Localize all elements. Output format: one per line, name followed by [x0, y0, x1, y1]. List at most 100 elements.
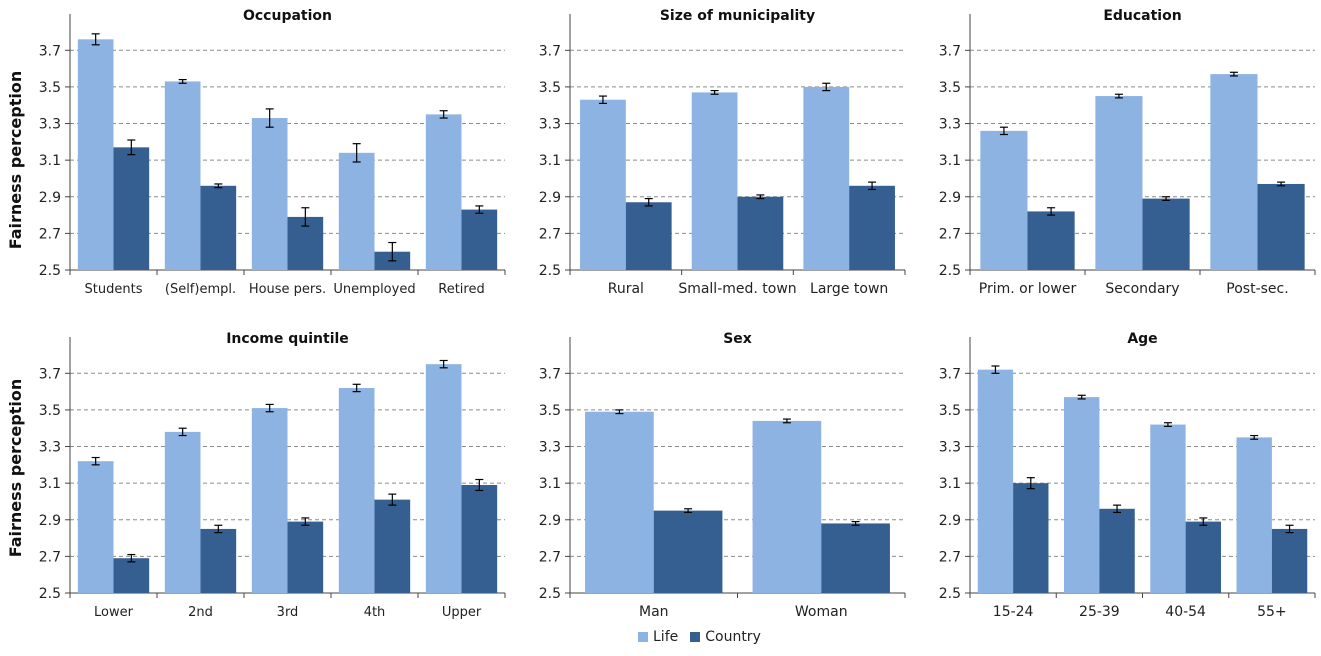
x-tick-label: Man	[639, 604, 669, 620]
y-tick-label: 2.7	[939, 549, 961, 565]
bar-life	[803, 86, 850, 270]
y-tick-label: 3.3	[39, 117, 61, 133]
y-tick-label: 3.1	[539, 476, 561, 492]
x-tick-label: Upper	[442, 605, 482, 620]
x-tick-label: Large town	[810, 281, 888, 297]
y-axis-title-bottom: Fairness perception	[6, 379, 25, 558]
bar-life	[580, 99, 626, 270]
bar-life	[977, 369, 1014, 593]
y-tick-label: 3.3	[39, 440, 61, 456]
chart-title: Income quintile	[226, 331, 349, 347]
y-tick-label: 2.7	[539, 549, 561, 565]
x-tick-label: 40-54	[1165, 604, 1206, 620]
y-tick-label: 3.7	[39, 366, 61, 382]
bar-country	[1257, 183, 1305, 270]
y-tick-label: 3.1	[539, 153, 561, 169]
bar-life	[1236, 437, 1272, 593]
bar-life	[980, 130, 1028, 270]
bar-country	[200, 528, 237, 593]
bar-life	[338, 387, 375, 593]
y-tick-label: 2.5	[939, 263, 961, 279]
bar-life	[425, 364, 462, 593]
y-tick-label: 3.7	[939, 43, 961, 59]
bar-life	[164, 431, 201, 593]
bar-country	[287, 521, 324, 593]
x-tick-label: 2nd	[188, 605, 213, 620]
bar-country	[113, 147, 150, 270]
x-tick-label: 55+	[1257, 604, 1287, 620]
y-tick-label: 2.7	[39, 549, 61, 565]
chart-title: Age	[1127, 331, 1157, 347]
x-tick-label: Rural	[608, 281, 644, 297]
chart-title: Size of municipality	[660, 8, 815, 24]
y-tick-label: 2.9	[539, 513, 561, 529]
bar-country	[737, 196, 784, 270]
y-tick-label: 3.5	[939, 80, 961, 96]
y-tick-label: 2.7	[39, 226, 61, 242]
chart-title: Sex	[723, 331, 752, 347]
y-tick-label: 2.9	[939, 190, 961, 206]
x-tick-label: Retired	[438, 282, 484, 297]
bar-life	[1095, 96, 1143, 270]
x-tick-label: Unemployed	[333, 282, 415, 297]
bar-country	[821, 523, 890, 593]
y-axis-title-text: Fairness perception	[6, 71, 25, 250]
legend-item-country: Country	[690, 629, 761, 645]
x-tick-label: Post-sec.	[1226, 281, 1288, 297]
bar-life	[1150, 424, 1186, 593]
x-tick-label: Small-med. town	[678, 281, 796, 297]
legend: Life Country	[638, 629, 773, 645]
y-tick-label: 2.9	[539, 190, 561, 206]
bar-life	[338, 152, 375, 270]
x-tick-label: (Self)empl.	[165, 282, 236, 297]
bar-country	[200, 185, 237, 270]
y-tick-label: 3.5	[539, 80, 561, 96]
y-tick-label: 3.7	[939, 366, 961, 382]
bar-country	[1185, 521, 1221, 593]
x-tick-label: Secondary	[1105, 281, 1179, 297]
bar-life	[251, 408, 288, 593]
y-tick-label: 3.1	[939, 153, 961, 169]
bar-country	[113, 558, 150, 593]
bar-country	[1027, 211, 1075, 270]
x-tick-label: House pers.	[249, 282, 326, 297]
chart-title: Education	[1103, 8, 1181, 24]
bar-life	[251, 118, 288, 271]
bar-country	[1271, 528, 1308, 593]
bar-country	[625, 202, 672, 270]
x-tick-label: Lower	[94, 605, 134, 620]
y-tick-label: 2.5	[539, 263, 561, 279]
legend-item-life: Life	[638, 629, 678, 645]
y-tick-label: 3.5	[539, 403, 561, 419]
y-axis-title-top: Fairness perception	[6, 71, 25, 250]
x-tick-label: Prim. or lower	[979, 281, 1077, 297]
x-tick-label: 3rd	[277, 605, 299, 620]
bar-life	[425, 114, 462, 270]
y-tick-label: 3.7	[539, 366, 561, 382]
y-tick-label: 3.3	[539, 440, 561, 456]
bar-country	[374, 499, 411, 593]
bar-country	[1013, 483, 1049, 593]
y-tick-label: 3.7	[539, 43, 561, 59]
y-tick-label: 3.5	[39, 403, 61, 419]
y-tick-label: 3.5	[39, 80, 61, 96]
y-tick-label: 2.9	[39, 190, 61, 206]
legend-label-life: Life	[653, 629, 679, 645]
bar-life	[77, 461, 114, 593]
bar-country	[461, 209, 498, 270]
x-tick-label: Students	[85, 282, 143, 297]
bar-life	[164, 81, 201, 270]
x-tick-label: 15-24	[993, 604, 1034, 620]
y-tick-label: 2.5	[39, 263, 61, 279]
y-tick-label: 3.1	[39, 476, 61, 492]
y-tick-label: 3.3	[539, 117, 561, 133]
legend-swatch-life	[638, 632, 648, 642]
y-tick-label: 3.7	[39, 43, 61, 59]
bar-life	[1064, 397, 1100, 593]
y-tick-label: 2.9	[39, 513, 61, 529]
bar-country	[849, 185, 895, 270]
bar-life	[77, 39, 114, 271]
bar-life	[752, 420, 822, 593]
